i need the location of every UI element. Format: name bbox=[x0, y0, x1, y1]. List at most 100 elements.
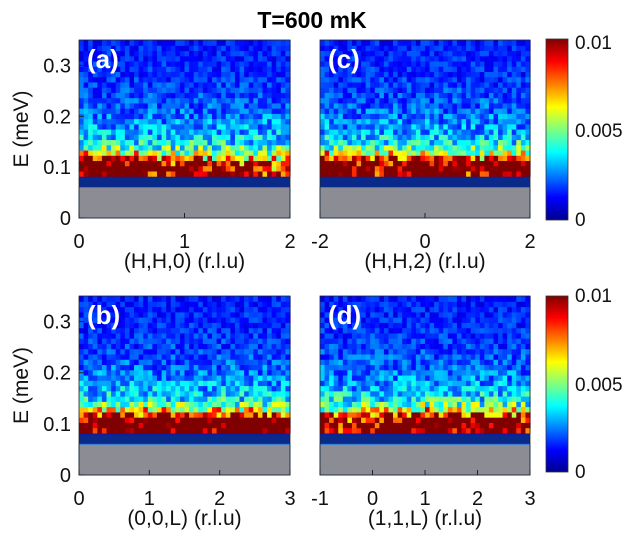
heatmap-cell bbox=[402, 66, 408, 73]
heatmap-cell bbox=[124, 113, 131, 120]
heatmap-cell bbox=[420, 343, 426, 350]
heatmap-cell bbox=[498, 374, 504, 381]
heatmap-cell bbox=[230, 301, 236, 308]
heatmap-cell bbox=[351, 411, 358, 418]
heatmap-cell bbox=[156, 311, 163, 318]
heatmap-cell bbox=[79, 155, 85, 162]
heatmap-cell bbox=[175, 369, 181, 376]
heatmap-cell bbox=[280, 40, 287, 46]
heatmap-cell bbox=[198, 155, 204, 162]
heatmap-cell bbox=[479, 97, 485, 104]
heatmap-cell bbox=[280, 417, 287, 423]
heatmap-cell bbox=[356, 401, 362, 408]
heatmap-cell bbox=[230, 102, 236, 109]
heatmap-cell bbox=[161, 123, 167, 130]
heatmap-cell bbox=[271, 411, 277, 418]
heatmap-cell bbox=[244, 411, 250, 418]
heatmap-cell bbox=[397, 76, 403, 83]
heatmap-cell bbox=[170, 60, 176, 67]
heatmap-cell bbox=[320, 322, 326, 329]
heatmap-cell bbox=[285, 338, 291, 344]
heatmap-cell bbox=[342, 338, 348, 344]
heatmap-cell bbox=[285, 385, 291, 392]
heatmap-cell bbox=[115, 108, 121, 114]
heatmap-cell bbox=[347, 45, 353, 52]
heatmap-cell bbox=[106, 301, 112, 308]
heatmap-cell bbox=[88, 144, 94, 151]
heatmap-cell bbox=[166, 66, 172, 73]
heatmap-cell bbox=[285, 406, 291, 413]
heatmap-cell bbox=[484, 76, 490, 83]
heatmap-cell bbox=[179, 113, 186, 120]
heatmap-cell bbox=[415, 144, 422, 151]
heatmap-cell bbox=[516, 353, 522, 360]
heatmap-cell bbox=[516, 322, 522, 329]
heatmap-cell bbox=[147, 66, 153, 73]
heatmap-cell bbox=[356, 40, 362, 46]
heatmap-cell bbox=[244, 359, 250, 366]
heatmap-cell bbox=[356, 108, 362, 114]
heatmap-cell bbox=[393, 102, 399, 109]
heatmap-cell bbox=[520, 45, 527, 52]
heatmap-cell bbox=[225, 155, 231, 162]
heatmap-cell bbox=[484, 411, 490, 418]
heatmap-cell bbox=[106, 134, 112, 141]
heatmap-cell bbox=[511, 66, 517, 73]
heatmap-cell bbox=[411, 411, 417, 418]
heatmap-cell bbox=[425, 97, 431, 104]
heatmap-cell bbox=[147, 374, 153, 381]
heatmap-cell bbox=[443, 406, 449, 413]
heatmap-cell bbox=[525, 401, 531, 408]
heatmap-cell bbox=[393, 385, 399, 392]
heatmap-cell bbox=[111, 165, 117, 172]
heatmap-cell bbox=[484, 66, 490, 73]
heatmap-cell bbox=[379, 165, 385, 172]
heatmap-cell bbox=[138, 359, 144, 366]
heatmap-cell bbox=[120, 406, 126, 413]
heatmap-cell bbox=[166, 311, 172, 318]
heatmap-cell bbox=[393, 374, 399, 381]
heatmap-cell bbox=[280, 353, 287, 360]
heatmap-cell bbox=[244, 353, 250, 360]
heatmap-cell bbox=[134, 374, 140, 381]
heatmap-cell bbox=[124, 401, 131, 408]
heatmap-cell bbox=[361, 97, 367, 104]
heatmap-cell bbox=[342, 97, 348, 104]
heatmap-cell bbox=[388, 92, 394, 99]
heatmap-cell bbox=[179, 353, 186, 360]
heatmap-cell bbox=[83, 149, 89, 156]
heatmap-cell bbox=[189, 113, 195, 120]
heatmap-cell bbox=[520, 390, 527, 397]
heatmap-cell bbox=[383, 390, 390, 397]
heatmap-cell bbox=[115, 87, 121, 93]
heatmap-cell bbox=[374, 317, 380, 323]
heatmap-cell bbox=[189, 317, 195, 323]
heatmap-cell bbox=[161, 306, 167, 313]
heatmap-cell bbox=[415, 348, 422, 355]
heatmap-cell bbox=[511, 348, 517, 355]
heatmap-cell bbox=[207, 45, 213, 52]
heatmap-cell bbox=[143, 322, 149, 329]
heatmap-cell bbox=[484, 427, 490, 434]
heatmap-cell bbox=[166, 97, 172, 104]
heatmap-cell bbox=[516, 81, 522, 88]
heatmap-cell bbox=[221, 81, 227, 88]
heatmap-cell bbox=[276, 364, 282, 371]
heatmap-cell bbox=[356, 427, 362, 434]
heatmap-cell bbox=[329, 134, 335, 141]
heatmap-cell bbox=[230, 306, 236, 313]
heatmap-cell bbox=[379, 374, 385, 381]
heatmap-cell bbox=[115, 129, 121, 135]
heatmap-cell bbox=[124, 311, 131, 318]
heatmap-cell bbox=[342, 108, 348, 114]
heatmap-cell bbox=[152, 406, 158, 413]
heatmap-cell bbox=[170, 301, 176, 308]
heatmap-cell bbox=[425, 50, 431, 57]
heatmap-cell bbox=[161, 66, 167, 73]
heatmap-cell bbox=[83, 348, 89, 355]
heatmap-cell bbox=[493, 317, 499, 323]
heatmap-cell bbox=[333, 76, 339, 83]
heatmap-cell bbox=[338, 165, 344, 172]
heatmap-cell bbox=[502, 311, 508, 318]
